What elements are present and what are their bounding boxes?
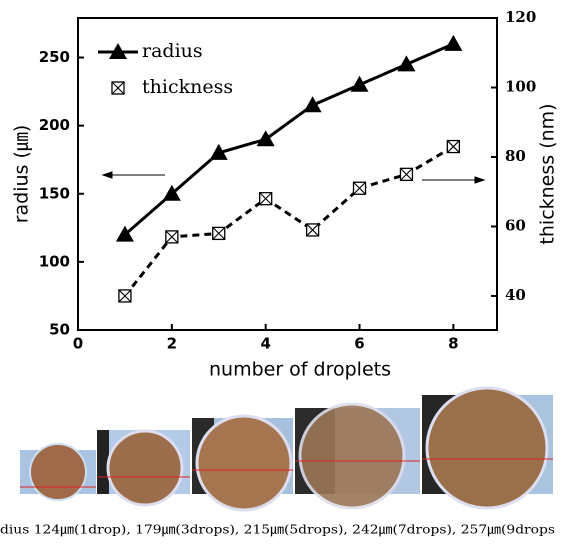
y-axis-label: radius (㎛): [11, 125, 33, 224]
y2-axis-label: thickness (nm): [537, 103, 559, 244]
y2-tick-label: 60: [505, 216, 526, 234]
boxed-x-marker: [212, 226, 226, 241]
x-tick-label: 0: [73, 335, 83, 353]
boxed-x-marker: [259, 192, 273, 206]
legend-label: thickness: [142, 76, 233, 98]
boxed-x-marker: [399, 167, 414, 181]
triangle-marker: [303, 96, 322, 113]
y-tick-label: 50: [49, 321, 70, 339]
marker-cross: [306, 223, 319, 237]
triangle-marker: [397, 55, 416, 72]
x-tick-label: 4: [260, 335, 270, 353]
y-tick-label: 100: [39, 252, 70, 270]
legend-label: radius: [142, 40, 203, 62]
boxed-x-marker: [111, 81, 125, 95]
x-tick-label: 8: [448, 335, 458, 353]
marker-cross: [446, 140, 460, 153]
arrows: [101, 171, 486, 184]
y-tick-label: 250: [39, 48, 70, 66]
boxed-x-marker: [165, 230, 179, 244]
photo-strip: [20, 386, 553, 512]
triangle-marker: [444, 34, 463, 51]
triangle-marker: [115, 225, 134, 242]
marker-cross: [400, 167, 413, 181]
series-line: [123, 145, 455, 297]
y-tick-label: 150: [39, 184, 70, 202]
y2-tick-label: 100: [505, 77, 536, 95]
y-tick-label: 200: [39, 116, 70, 134]
boxed-x-marker: [305, 223, 320, 237]
y2-tick-label: 40: [505, 286, 526, 304]
marker-cross: [165, 230, 179, 244]
x-tick-label: 2: [167, 335, 177, 353]
triangle-marker: [209, 143, 228, 160]
boxed-x-marker: [118, 289, 132, 303]
plot-frame: [77, 17, 498, 331]
triangle-marker: [256, 130, 275, 147]
x-axis-label: number of droplets: [209, 359, 391, 381]
x-tick-label: 6: [354, 335, 364, 353]
marker-cross: [118, 289, 132, 303]
caption: dius 124㎛(1drop), 179㎛(3drops), 215㎛(5dr…: [0, 522, 555, 537]
triangle-marker: [162, 184, 181, 201]
series-line: [123, 42, 454, 236]
triangle-marker: [350, 75, 369, 92]
marker-cross: [259, 192, 273, 206]
marker-cross: [353, 181, 366, 195]
boxed-x-marker: [446, 139, 461, 154]
marker-cross: [111, 81, 125, 95]
y2-tick-label: 80: [505, 147, 526, 165]
marker-cross: [212, 227, 226, 240]
boxed-x-marker: [352, 181, 367, 195]
y2-tick-label: 120: [505, 8, 536, 26]
